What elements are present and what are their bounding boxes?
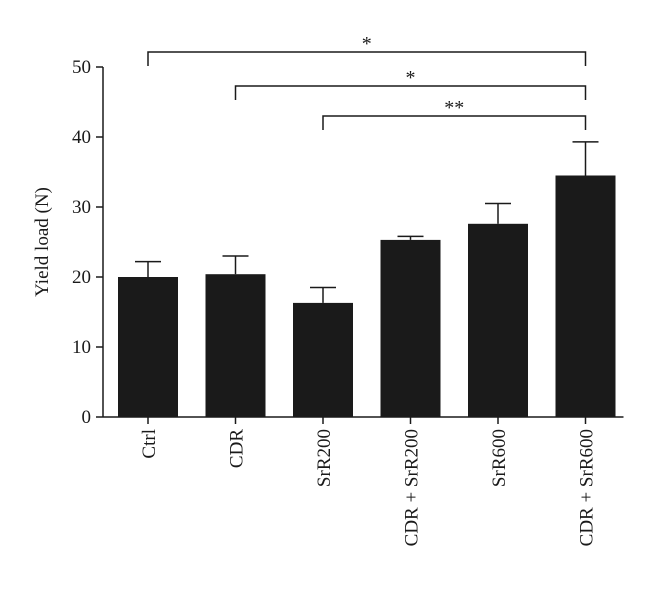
y-tick-label: 30 bbox=[72, 197, 91, 218]
x-tick-label: Ctrl bbox=[139, 429, 160, 459]
significance-bracket bbox=[147, 51, 587, 66]
x-tick-label: CDR + SrR600 bbox=[577, 429, 598, 546]
x-tick-label: CDR + SrR200 bbox=[402, 429, 423, 546]
y-tick-label: 20 bbox=[72, 267, 91, 288]
significance-label: ** bbox=[444, 97, 464, 119]
bars bbox=[118, 141, 616, 417]
y-tick-label: 0 bbox=[82, 407, 92, 428]
bar bbox=[380, 239, 441, 417]
significance-label: * bbox=[362, 33, 372, 55]
y-tick-label: 10 bbox=[72, 337, 91, 358]
significance-label: * bbox=[406, 67, 416, 89]
y-tick-label: 40 bbox=[72, 127, 91, 148]
axes: 0 10 20 30 40 50 Ctrl CDR SrR200 CDR + SrR200 SrR6… bbox=[72, 57, 624, 546]
y-axis-label: Yield load (N) bbox=[32, 187, 53, 297]
bar bbox=[293, 302, 353, 417]
y-tick-label: 50 bbox=[72, 57, 91, 78]
bar bbox=[118, 277, 178, 417]
x-tick-label: SrR200 bbox=[314, 429, 335, 487]
x-tick-label: SrR600 bbox=[489, 429, 510, 487]
significance-bracket bbox=[322, 115, 587, 130]
bar bbox=[205, 274, 266, 417]
x-tick-label: CDR bbox=[227, 429, 248, 468]
bar bbox=[468, 223, 528, 417]
significance-bracket bbox=[234, 85, 587, 100]
bar bbox=[555, 175, 616, 417]
significance-brackets: **** bbox=[147, 33, 587, 130]
